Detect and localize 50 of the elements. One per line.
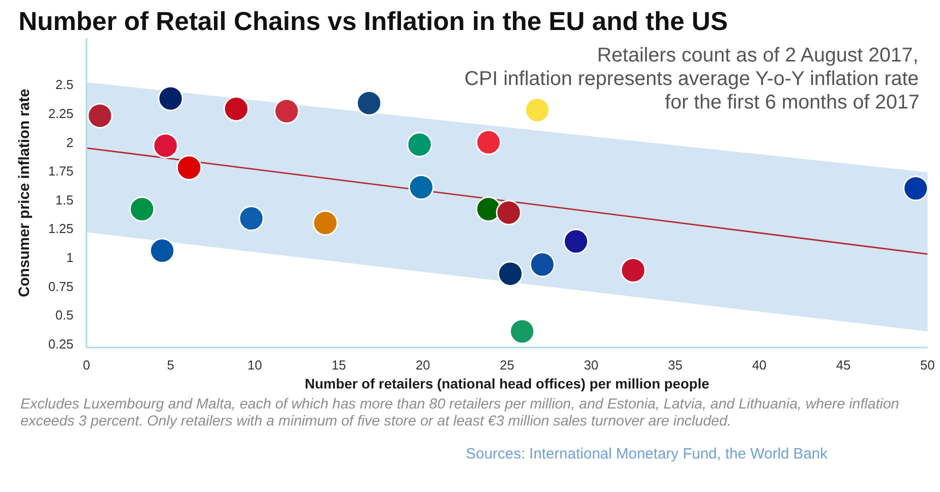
y-tick-label: 1.5 [55, 192, 74, 208]
x-tick-label: 20 [416, 358, 430, 372]
x-tick-label: 40 [752, 358, 767, 372]
point [524, 97, 550, 123]
point [406, 132, 432, 158]
point [563, 228, 589, 254]
x-tick-label: 50 [920, 358, 935, 372]
point [312, 210, 338, 236]
point [149, 238, 175, 264]
x-tick-label: 10 [247, 358, 262, 372]
x-axis-title: Number of retailers (national head offices) per million people [304, 376, 710, 392]
y-tick-label: 0.25 [48, 336, 74, 352]
point [87, 103, 113, 128]
y-tick-label: 2.5 [55, 77, 74, 92]
x-tick-label: 25 [500, 358, 514, 372]
point [476, 196, 502, 222]
source-note: Sources: International Monetary Fund, the World Bank [466, 446, 828, 462]
point [902, 176, 928, 202]
point [530, 252, 556, 278]
y-tick-label: 0.75 [48, 278, 74, 294]
point [356, 90, 382, 116]
point [498, 260, 524, 286]
y-tick-label: 2.25 [48, 106, 74, 121]
text: Retailers count as of 2 August 2017, CPI inflation represents average Y-o-Y inflation rate for the first 6 months of 2017 [464, 44, 920, 114]
x-tick-label: 15 [332, 358, 346, 372]
y-tick-label: 1 [66, 250, 74, 266]
y-tick-label: 1.75 [48, 164, 74, 179]
x-tick-label: 30 [584, 358, 598, 372]
point [476, 130, 502, 155]
chart-title: Number of Retail Chains vs Inflation in the EU and the US [18, 6, 728, 36]
point [158, 86, 184, 112]
x-tick-label: 45 [836, 358, 851, 372]
y-tick-label: 0.5 [55, 308, 74, 323]
point [496, 200, 522, 226]
point [129, 196, 155, 222]
point [223, 96, 249, 122]
point [274, 98, 300, 124]
y-tick-label: 2 [66, 134, 74, 150]
point [176, 154, 202, 180]
point [238, 206, 264, 232]
x-tick-label: 0 [82, 358, 90, 372]
x-tick-label: 35 [668, 358, 682, 372]
y-axis-title: Consumer price inflation rate [16, 88, 34, 298]
y-tick-label: 1.25 [48, 221, 74, 236]
text: Excludes Luxembourg and Malta, each of which has more than 80 retailers per million, and Estonia, Latvia, and Lithuania, where inflation exceeds 3 percent. Only retailers with a minimum of five store or at least €3 million sales turnover are included. [20, 396, 900, 430]
x-tick-label: 5 [166, 358, 174, 372]
point [152, 133, 178, 158]
point [408, 174, 434, 200]
point [509, 318, 535, 344]
point [620, 258, 646, 283]
